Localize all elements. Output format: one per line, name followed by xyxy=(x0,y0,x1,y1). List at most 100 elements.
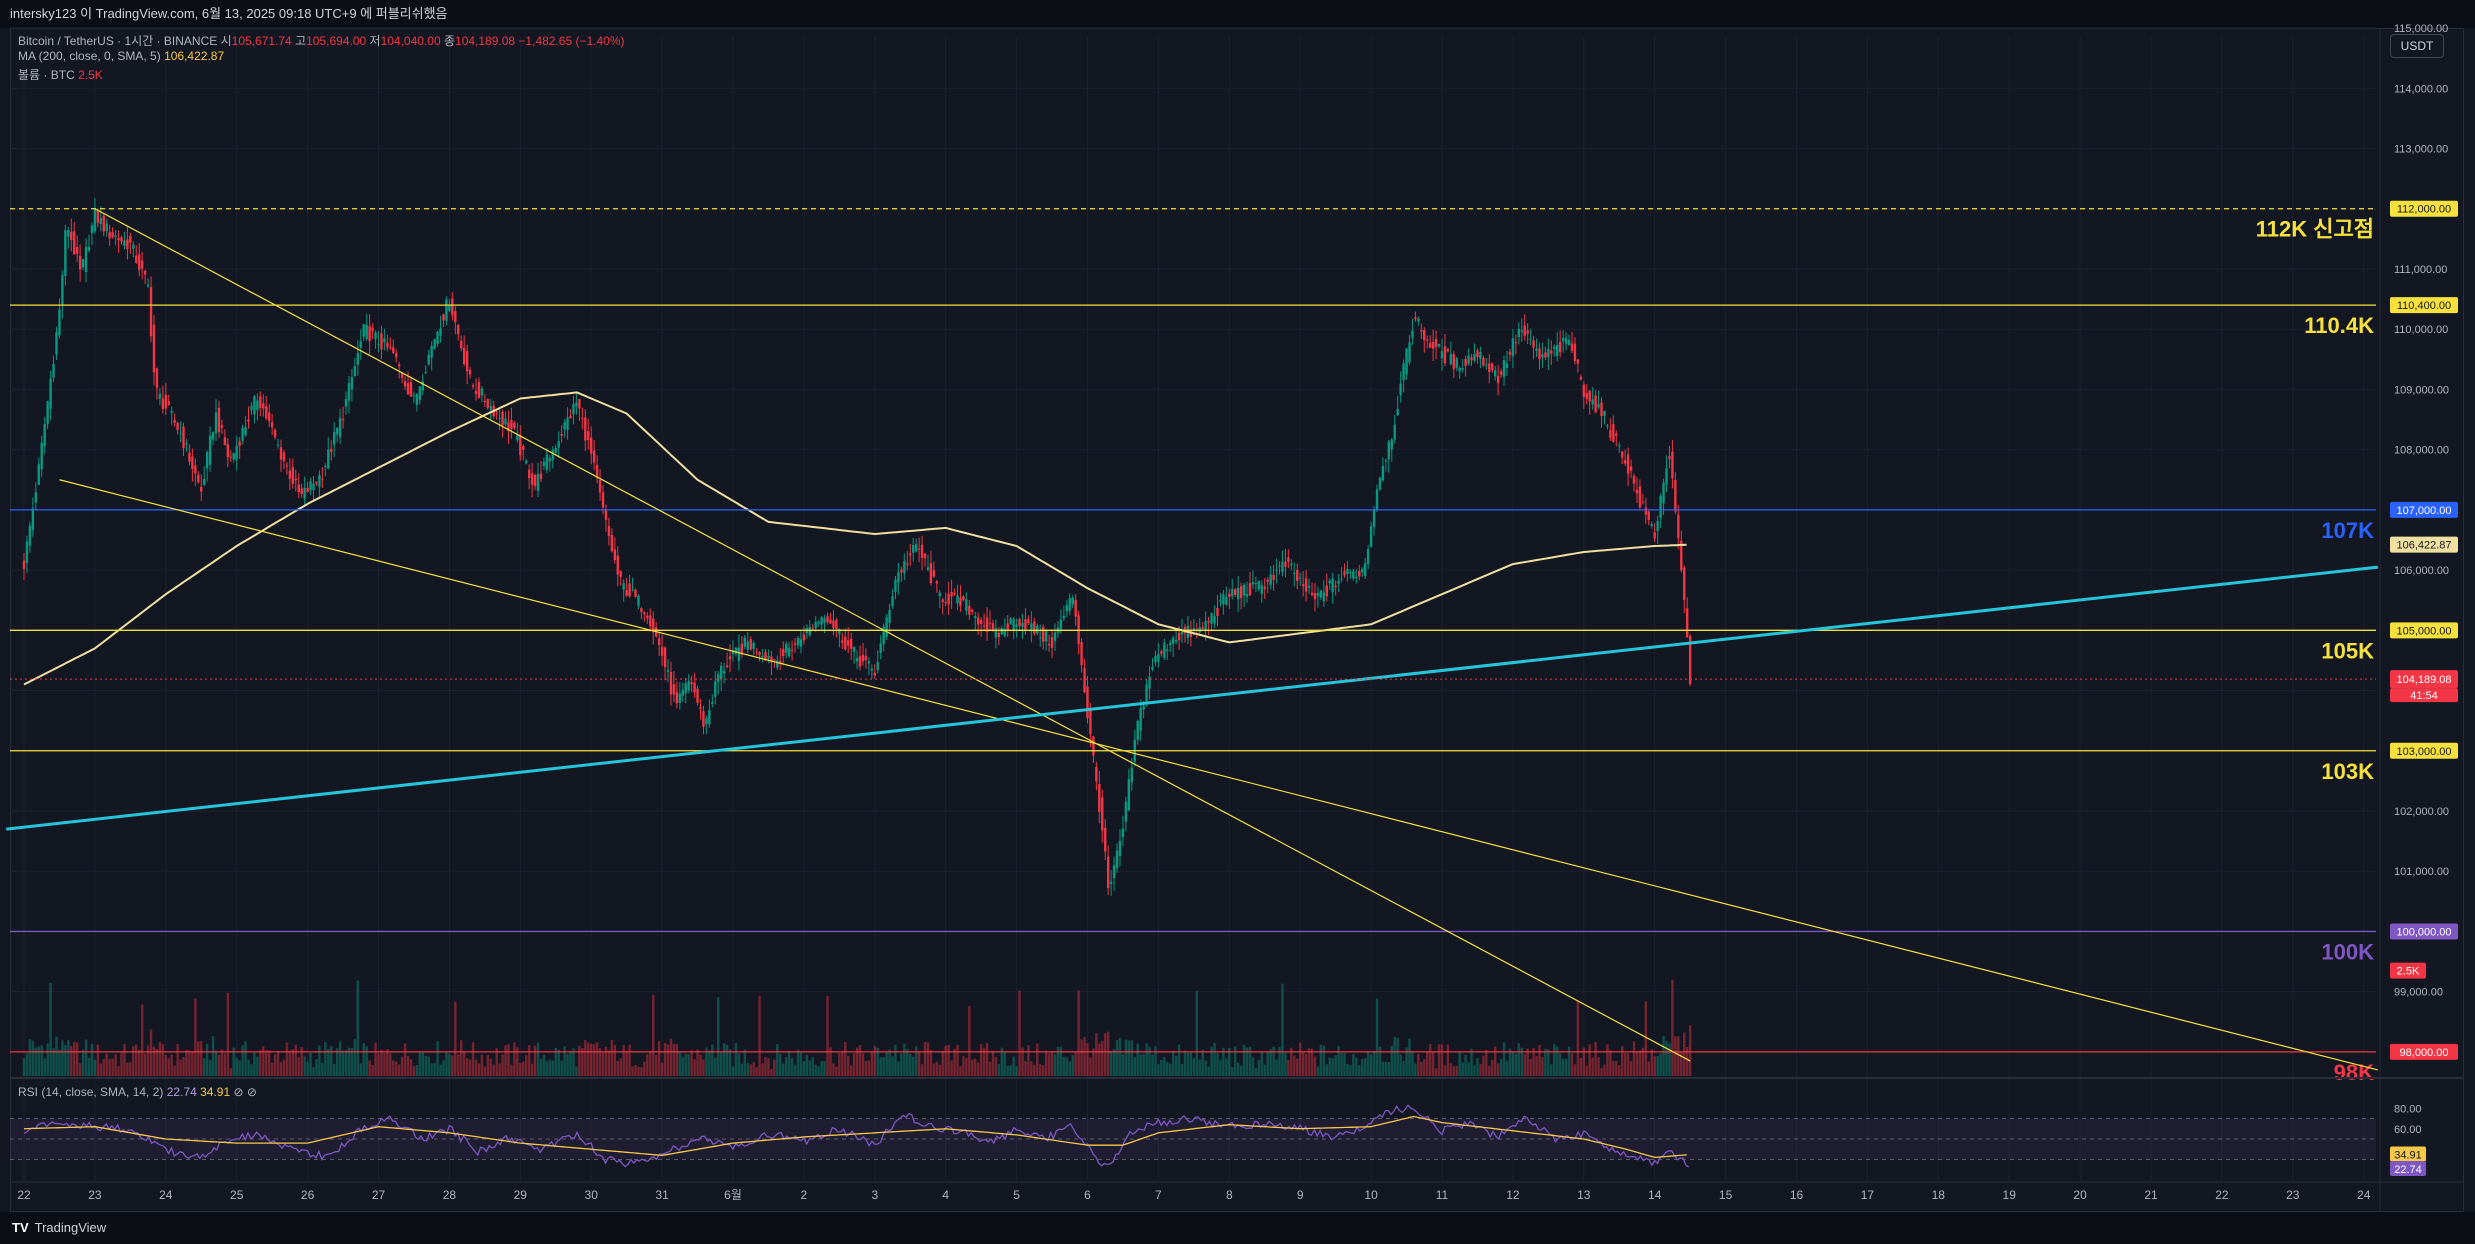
candle-body xyxy=(1245,594,1249,597)
volume-bar xyxy=(297,1057,300,1076)
volume-bar xyxy=(55,1036,58,1076)
symbol-name[interactable]: Bitcoin / TetherUS · 1시간 · BINANCE xyxy=(18,34,218,48)
volume-bar xyxy=(31,1041,35,1076)
candle-body xyxy=(628,583,631,597)
candle-body xyxy=(1541,354,1544,358)
candle-body xyxy=(1629,466,1633,471)
candle-body xyxy=(1414,317,1417,320)
volume-bar xyxy=(959,1066,962,1076)
candle-body xyxy=(1207,620,1210,623)
candle-body xyxy=(460,340,463,349)
volume-bar xyxy=(749,1064,752,1076)
candle-body xyxy=(1455,358,1458,368)
candle-body xyxy=(604,509,608,520)
volume-bar xyxy=(1036,1043,1039,1076)
volume-bar xyxy=(1201,1049,1204,1076)
volume-bar xyxy=(324,1042,327,1076)
candle-body xyxy=(513,422,516,429)
volume-bar xyxy=(267,1050,271,1076)
candle-body xyxy=(1526,330,1529,334)
volume-bar xyxy=(808,1060,812,1076)
volume-bar xyxy=(829,1047,832,1076)
volume-bar xyxy=(1257,1059,1261,1076)
volume-bar xyxy=(560,1060,563,1076)
tradingview-logo-icon[interactable]: TV xyxy=(12,1220,29,1235)
volume-bar xyxy=(1003,1052,1006,1076)
volume-bar xyxy=(885,1051,888,1076)
candle-body xyxy=(87,247,91,251)
candle-body xyxy=(158,393,162,399)
volume-bar xyxy=(1470,1048,1473,1076)
volume-label: 볼륨 · BTC xyxy=(18,68,75,82)
currency-button[interactable]: USDT xyxy=(2390,34,2444,58)
volume-legend[interactable]: 볼륨 · BTC 2.5K xyxy=(18,66,103,83)
candle-body xyxy=(610,534,614,552)
volume-bar xyxy=(70,1045,73,1076)
volume-bar xyxy=(882,1057,885,1076)
candle-body xyxy=(1012,618,1015,630)
brand-name[interactable]: TradingView xyxy=(34,1220,107,1235)
volume-bar xyxy=(232,1047,235,1076)
candle-body xyxy=(782,648,785,656)
level-axis-tag-text: 112,000.00 xyxy=(2397,204,2451,216)
rsi-line xyxy=(23,1104,1690,1168)
candle-body xyxy=(374,332,377,340)
volume-bar xyxy=(527,1045,531,1076)
volume-bar xyxy=(1499,1058,1503,1076)
volume-bar xyxy=(108,1058,111,1076)
candle-body xyxy=(702,711,705,727)
volume-bar xyxy=(1304,1054,1308,1076)
candle-body xyxy=(947,593,950,605)
candle-body xyxy=(1086,686,1089,719)
volume-bar xyxy=(519,1062,522,1076)
candle-body xyxy=(711,701,714,704)
candle-body xyxy=(368,326,371,342)
rsi-legend[interactable]: RSI (14, close, SMA, 14, 2) 22.74 34.91 … xyxy=(18,1085,257,1099)
volume-bar xyxy=(542,1054,546,1076)
candle-body xyxy=(1260,585,1263,594)
volume-bar xyxy=(1626,1053,1630,1076)
ma-legend[interactable]: MA (200, close, 0, SMA, 5) 106,422.87 xyxy=(18,49,224,63)
volume-bar xyxy=(613,1045,617,1076)
volume-bar xyxy=(471,1042,475,1076)
candle-body xyxy=(1372,509,1376,527)
candle-body xyxy=(681,690,684,696)
volume-bar xyxy=(1006,1066,1009,1076)
candle-body xyxy=(1169,642,1172,646)
volume-bar xyxy=(1027,1045,1030,1076)
volume-bar xyxy=(708,1050,711,1076)
candle-body xyxy=(1366,548,1370,565)
volume-bar xyxy=(705,1047,708,1076)
candle-body xyxy=(1603,410,1606,416)
volume-bar xyxy=(796,1049,800,1076)
volume-bar xyxy=(241,1045,244,1076)
candle-body xyxy=(1009,618,1012,624)
candle-body xyxy=(1192,628,1196,631)
volume-bar xyxy=(1171,1050,1175,1076)
volume-bar xyxy=(146,1045,150,1076)
level-label: 110.4K xyxy=(2304,313,2374,338)
candle-body xyxy=(504,418,507,425)
time-axis-tick: 3 xyxy=(871,1188,878,1202)
candle-body xyxy=(412,395,416,397)
volume-bar xyxy=(1567,1046,1571,1076)
volume-bar xyxy=(1476,1058,1479,1076)
candle-body xyxy=(619,571,622,577)
volume-bar xyxy=(1065,1057,1069,1076)
volume-bar xyxy=(1443,1065,1447,1076)
volume-bar xyxy=(1491,1059,1494,1076)
candle-body xyxy=(1151,666,1154,670)
candle-body xyxy=(773,659,776,661)
candle-body xyxy=(746,641,749,650)
volume-bar xyxy=(1520,1047,1523,1076)
volume-bar xyxy=(1396,1037,1399,1076)
volume-bar xyxy=(790,1058,794,1076)
candle-body xyxy=(297,484,300,492)
volume-bar xyxy=(1242,1044,1246,1076)
candle-body xyxy=(779,661,782,665)
volume-bar xyxy=(545,1061,549,1076)
candle-body xyxy=(607,526,611,536)
rsi-visibility-icons[interactable]: ⊘ ⊘ xyxy=(233,1085,257,1099)
candle-body xyxy=(705,718,708,725)
